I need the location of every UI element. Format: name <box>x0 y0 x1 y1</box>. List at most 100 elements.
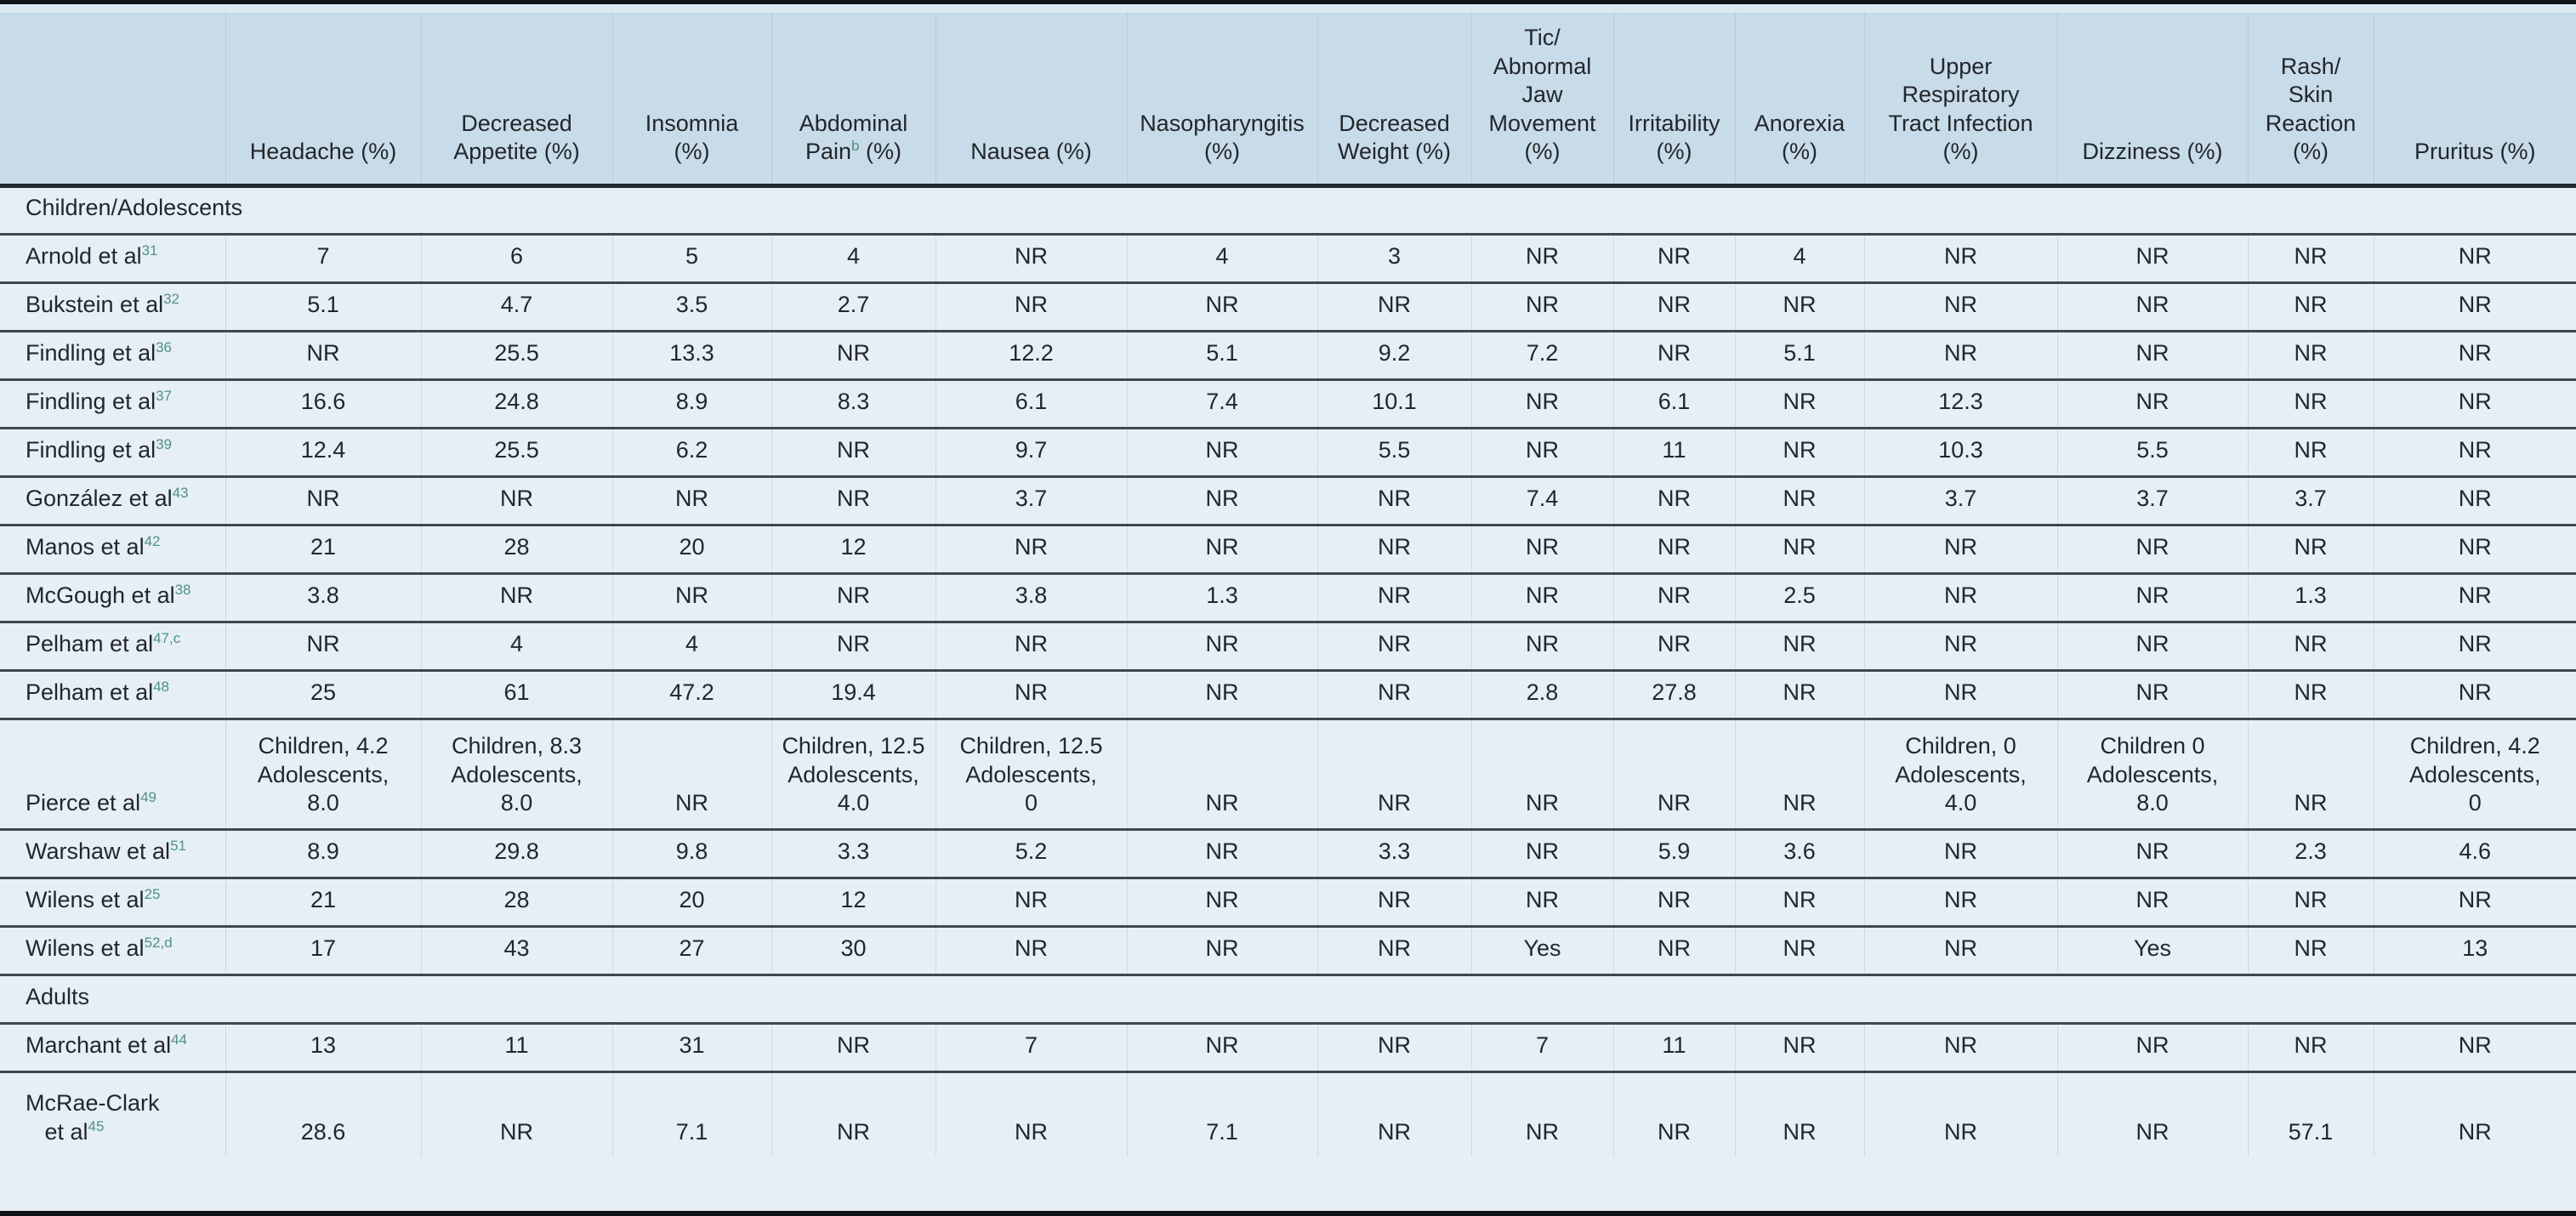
value-cell: NR <box>771 329 935 379</box>
study-reference: 48 <box>153 679 170 696</box>
study-row: Wilens et al52,d 17 43 27 30 NR NR NR Yes NR NR NR Y… <box>0 924 2576 975</box>
study-name-cell: Warshaw et al51 <box>0 827 225 878</box>
column-header: Anorexia (%) <box>1734 13 1864 188</box>
value-cell: 5.2 <box>935 827 1127 878</box>
value-cell: 7 <box>935 1021 1127 1071</box>
study-reference: 44 <box>171 1031 188 1048</box>
value-cell: 4 <box>1734 232 1864 282</box>
value-cell: NR <box>1863 329 2057 379</box>
value-cell: 47.2 <box>611 668 771 719</box>
value-cell: NR <box>2373 378 2576 428</box>
value-cell: NR <box>2247 232 2374 282</box>
value-cell: NR <box>1612 876 1735 926</box>
value-cell: 24.8 <box>420 378 612 428</box>
study-name-cell: Findling et al39 <box>0 426 225 476</box>
value-cell: NR <box>1316 523 1471 573</box>
value-cell: 3.7 <box>1863 474 2057 525</box>
value-cell: NR <box>611 571 771 622</box>
study-row: Manos et al42 21 28 20 12 NR NR NR NR NR NR NR NR NR N… <box>0 523 2576 573</box>
value-cell: Yes <box>1470 924 1613 975</box>
value-cell: 4.6 <box>2373 827 2576 878</box>
study-reference: 47,c <box>153 630 181 647</box>
value-cell: 12 <box>771 876 935 926</box>
value-cell: 5 <box>611 232 771 282</box>
study-name: McRae-Clark et al <box>26 1090 160 1145</box>
study-row: González et al43 NR NR NR NR 3.7 NR NR 7.4 NR NR 3.… <box>0 474 2576 525</box>
value-cell: 10.3 <box>1863 426 2057 476</box>
value-cell: 2.5 <box>1734 571 1864 622</box>
value-cell: NR <box>1863 827 2057 878</box>
value-cell: NR <box>1734 668 1864 719</box>
value-cell: Yes <box>2056 924 2248 975</box>
column-header: Dizziness (%) <box>2056 13 2248 188</box>
value-cell: NR <box>2247 329 2374 379</box>
value-cell: NR <box>1863 523 2057 573</box>
value-cell: 9.7 <box>935 426 1127 476</box>
value-cell: NR <box>1126 281 1317 331</box>
header-row: Headache (%) Decreased Appetite (%) Insomn… <box>0 13 2576 188</box>
value-cell: 11 <box>1612 426 1735 476</box>
study-name: Marchant et al <box>26 1032 172 1059</box>
value-cell: 1.3 <box>1126 571 1317 622</box>
value-cell: Children 0 Adolescents, 8.0 <box>2056 717 2248 829</box>
study-name-cell: González et al43 <box>0 474 225 525</box>
value-cell: NR <box>1316 281 1471 331</box>
value-cell: 3.8 <box>225 571 421 622</box>
value-cell: 5.1 <box>1734 329 1864 379</box>
value-cell: NR <box>420 1070 612 1156</box>
column-header: Abdominal Painb (%) <box>771 13 935 188</box>
study-reference: 45 <box>88 1117 105 1134</box>
value-cell: NR <box>1470 232 1613 282</box>
column-header-label: Nausea (%) <box>970 139 1092 165</box>
value-cell: NR <box>1863 281 2057 331</box>
value-cell: NR <box>2373 474 2576 525</box>
value-cell: 3 <box>1316 232 1471 282</box>
column-header-label: Pruritus (%) <box>2414 139 2536 165</box>
value-cell: NR <box>2247 378 2374 428</box>
value-cell: 61 <box>420 668 612 719</box>
study-reference: 32 <box>163 291 180 308</box>
value-cell: NR <box>2373 523 2576 573</box>
value-cell: NR <box>1470 523 1613 573</box>
value-cell: NR <box>1470 426 1613 476</box>
value-cell: NR <box>611 474 771 525</box>
value-cell: 6.1 <box>1612 378 1735 428</box>
study-row: Pierce et al49 Children, 4.2 Adolescents,… <box>0 717 2576 829</box>
value-cell: 7.4 <box>1470 474 1613 525</box>
column-header-label: Dizziness (%) <box>2082 139 2223 165</box>
table-top-strip <box>0 4 2576 13</box>
study-reference: 37 <box>156 388 173 405</box>
value-cell: NR <box>1734 620 1864 670</box>
study-row: Pelham et al48 25 61 47.2 19.4 NR NR NR 2.8 27.8 N… <box>0 668 2576 719</box>
value-cell: 7.1 <box>611 1070 771 1156</box>
value-cell: 7.4 <box>1126 378 1317 428</box>
value-cell: Children, 0 Adolescents, 4.0 <box>1863 717 2057 829</box>
value-cell: 28.6 <box>225 1070 421 1156</box>
value-cell: 30 <box>771 924 935 975</box>
value-cell: NR <box>2247 717 2374 829</box>
value-cell: NR <box>2056 232 2248 282</box>
value-cell: 6.1 <box>935 378 1127 428</box>
value-cell: NR <box>1734 1070 1864 1156</box>
value-cell: 7.1 <box>1126 1070 1317 1156</box>
study-name: Pelham et al <box>26 631 154 657</box>
value-cell: 3.3 <box>1316 827 1471 878</box>
study-row: Warshaw et al51 8.9 29.8 9.8 3.3 5.2 NR 3.3 NR 5.… <box>0 827 2576 878</box>
value-cell: NR <box>1316 717 1471 829</box>
study-name-cell: Manos et al42 <box>0 523 225 573</box>
value-cell: NR <box>2373 571 2576 622</box>
value-cell: 3.7 <box>2247 474 2374 525</box>
value-cell: NR <box>2056 668 2248 719</box>
value-cell: Children, 12.5 Adolescents, 4.0 <box>771 717 935 829</box>
value-cell: NR <box>1126 924 1317 975</box>
value-cell: 29.8 <box>420 827 612 878</box>
value-cell: NR <box>1612 232 1735 282</box>
value-cell: NR <box>771 426 935 476</box>
value-cell: NR <box>2056 876 2248 926</box>
value-cell: NR <box>1734 281 1864 331</box>
value-cell: NR <box>225 620 421 670</box>
value-cell: 3.8 <box>935 571 1127 622</box>
table-body: Children/Adolescents Arnold et al31 7 6 5 4 NR… <box>0 185 2576 1156</box>
study-reference: 36 <box>156 339 173 356</box>
column-header-label: Rash/ Skin Reaction (%) <box>2265 53 2357 165</box>
